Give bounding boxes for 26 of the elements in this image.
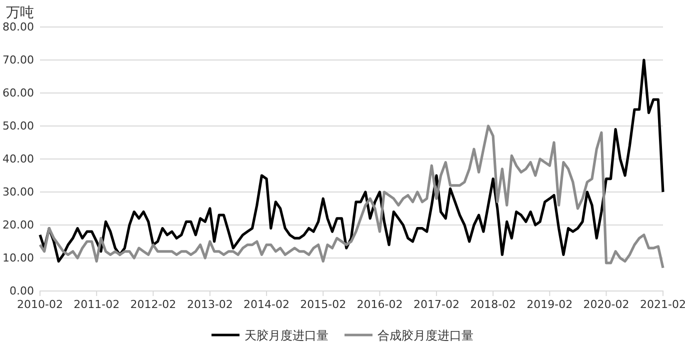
y-tick-label: 60.00 (2, 86, 34, 100)
x-tick-label: 2016-02 (356, 298, 403, 311)
x-tick-label: 2011-02 (74, 298, 120, 311)
y-tick-label: 20.00 (2, 218, 34, 232)
y-tick-label: 0.00 (10, 284, 34, 298)
x-tick-label: 2018-02 (470, 298, 516, 311)
y-tick-label: 50.00 (2, 120, 34, 133)
x-tick-label: 2012-02 (130, 298, 176, 311)
x-tick-label: 2010-02 (17, 298, 63, 311)
legend-label: 天胶月度进口量 (244, 328, 328, 342)
legend-label: 合成胶月度进口量 (378, 328, 474, 342)
x-tick-label: 2021-02 (640, 298, 685, 311)
x-tick-label: 2013-02 (186, 298, 233, 311)
x-tick-label: 2015-02 (300, 298, 346, 311)
y-tick-label: 10.00 (2, 252, 34, 265)
y-tick-label: 70.00 (2, 54, 34, 67)
x-tick-label: 2017-02 (413, 298, 460, 311)
line-series (38, 58, 664, 263)
x-tick-label: 2014-02 (244, 298, 290, 311)
y-tick-label: 80.00 (2, 20, 34, 34)
line-series (38, 124, 664, 270)
x-tick-label: 2019-02 (526, 298, 573, 311)
y-tick-label: 40.00 (2, 152, 34, 166)
y-axis-title: 万吨 (6, 5, 34, 21)
y-tick-label: 30.00 (2, 186, 34, 199)
x-tick-label: 2020-02 (583, 298, 630, 311)
